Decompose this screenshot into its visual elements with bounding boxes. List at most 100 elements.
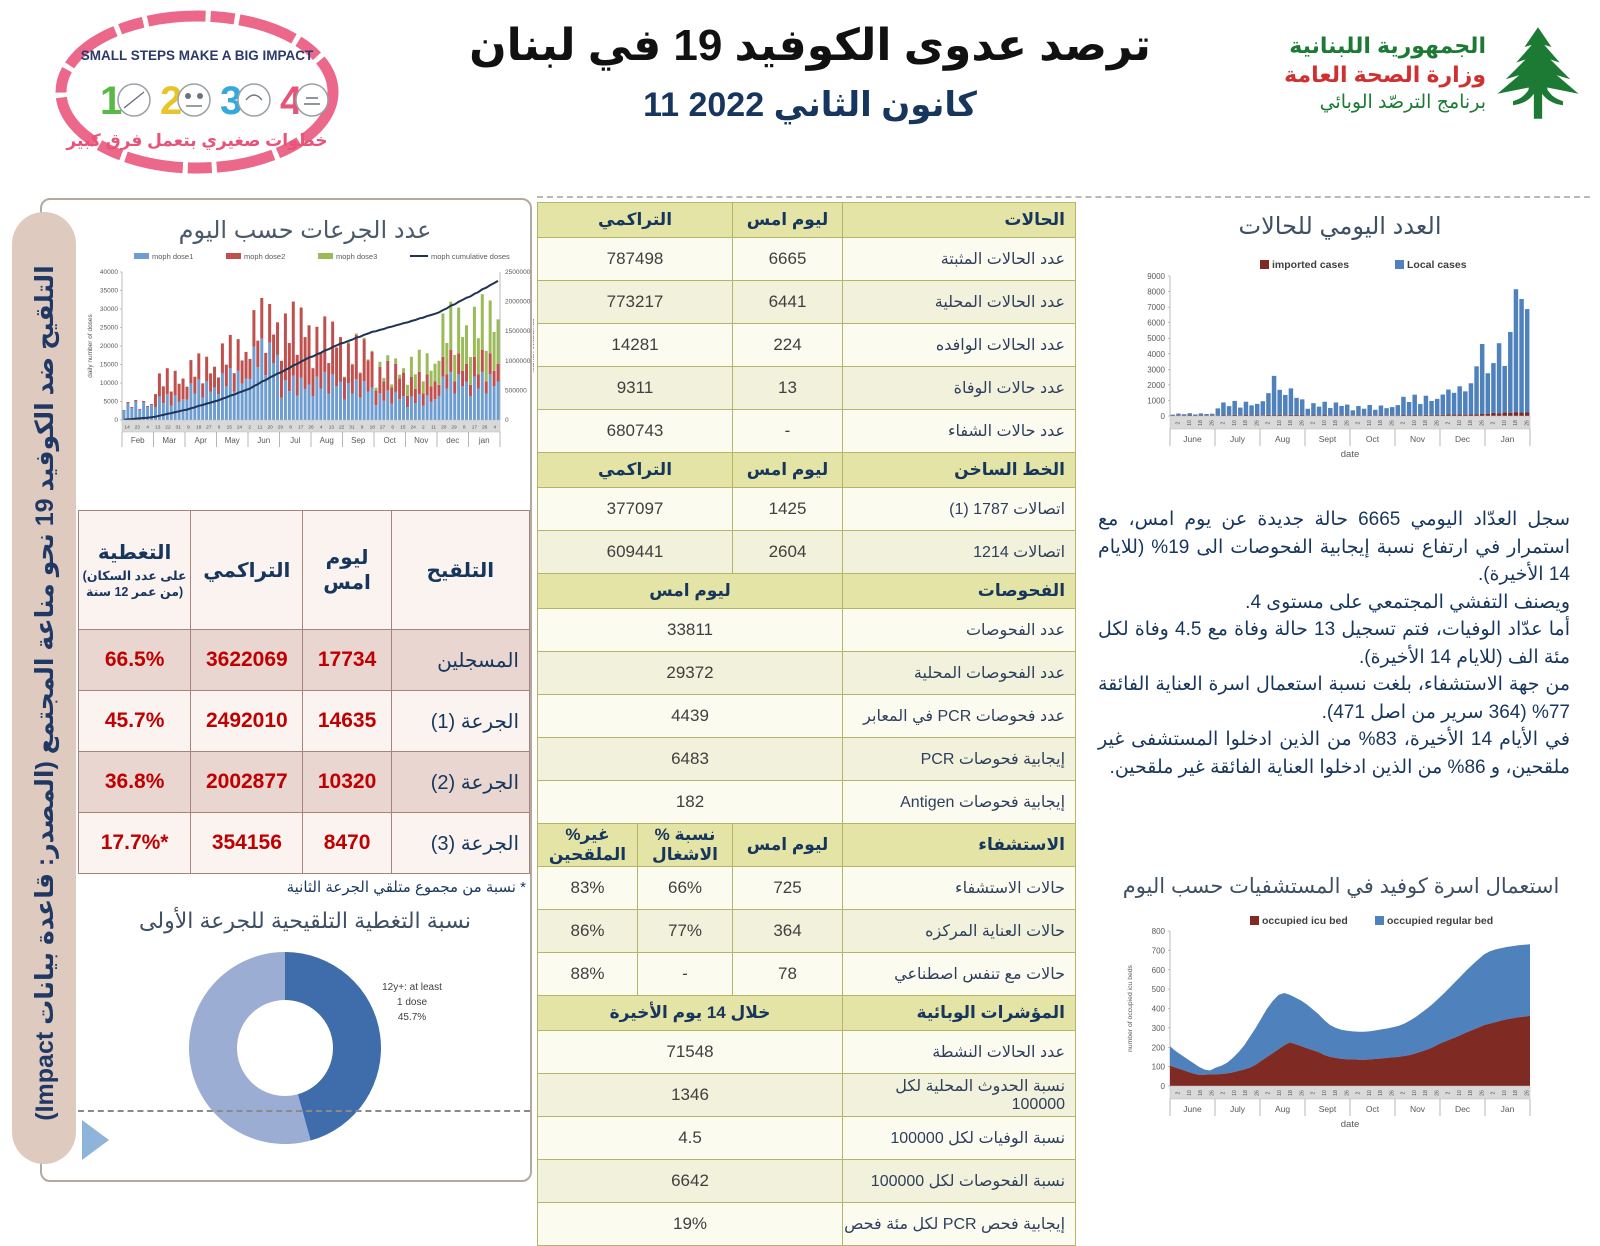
- svg-text:18: 18: [1243, 420, 1249, 426]
- table-row: 19%إيجابية فحص PCR لكل مئة فحص: [538, 1203, 1076, 1246]
- svg-text:18: 18: [1288, 1090, 1294, 1096]
- svg-text:Aug: Aug: [320, 436, 334, 445]
- row-label: إيجابية فحوصات Antigen: [843, 781, 1076, 824]
- header-cell: الاستشفاء: [843, 824, 1076, 867]
- svg-text:18: 18: [1243, 1090, 1249, 1096]
- svg-text:100: 100: [1152, 1063, 1166, 1072]
- value-cell: 78: [733, 953, 843, 996]
- svg-text:18: 18: [1513, 1090, 1519, 1096]
- svg-text:Aug: Aug: [1275, 1104, 1290, 1114]
- svg-text:2: 2: [1311, 1091, 1317, 1094]
- triangle-marker-icon: [82, 1120, 109, 1160]
- svg-text:20: 20: [267, 425, 273, 431]
- svg-text:7000: 7000: [1147, 303, 1165, 312]
- svg-text:July: July: [1230, 434, 1246, 444]
- svg-text:500000: 500000: [505, 387, 527, 394]
- svg-text:10: 10: [1367, 1090, 1373, 1096]
- svg-text:4000: 4000: [1147, 350, 1165, 359]
- svg-text:Jan: Jan: [1501, 434, 1515, 444]
- step-3-icon: [238, 84, 270, 116]
- donut-chart-title: نسبة التغطية التلقيحية للجرعة الأولى: [85, 908, 525, 934]
- header-vaccination: التلقيح: [391, 511, 529, 630]
- value-cell: 9311: [538, 367, 733, 410]
- svg-text:17: 17: [472, 425, 478, 431]
- svg-text:0: 0: [505, 417, 509, 424]
- svg-text:26: 26: [1344, 420, 1350, 426]
- svg-text:Jun: Jun: [257, 436, 270, 445]
- svg-text:26: 26: [1524, 420, 1530, 426]
- header-cell: المؤشرات الوبائية: [843, 996, 1076, 1031]
- covid19-lebanon-daily-report: { "header": { "title": "ترصد عدوى الكوفي…: [0, 0, 1600, 1200]
- svg-text:10: 10: [1232, 1090, 1238, 1096]
- header-cell: ليوم امس: [538, 574, 843, 609]
- svg-text:Dec: Dec: [1455, 1104, 1471, 1114]
- dose-label: الجرعة (2): [391, 752, 529, 813]
- svg-text:2: 2: [1221, 1091, 1227, 1094]
- svg-text:2: 2: [1266, 1091, 1272, 1094]
- svg-text:4: 4: [146, 425, 149, 431]
- svg-text:moph dose1: moph dose1: [152, 252, 193, 261]
- svg-text:11: 11: [257, 425, 262, 431]
- row-label: حالات العناية المركزه: [843, 910, 1076, 953]
- row-label: إيجابية فحص PCR لكل مئة فحص: [843, 1203, 1076, 1246]
- svg-text:700: 700: [1152, 946, 1166, 955]
- svg-text:24: 24: [410, 425, 416, 431]
- value-cell: 83%: [538, 867, 638, 910]
- dashed-divider: [78, 1110, 530, 1112]
- row-label: نسبة الوفيات لكل 100000: [843, 1117, 1076, 1160]
- stamp-bottom-text: خطوات صغيري بتعمل فرق كبير: [65, 131, 327, 151]
- svg-text:26: 26: [1209, 420, 1215, 426]
- svg-text:9000: 9000: [1147, 272, 1165, 281]
- svg-text:Apr: Apr: [195, 436, 208, 445]
- cumulative-value: 2492010: [191, 691, 303, 752]
- svg-text:4: 4: [494, 425, 497, 431]
- row-label: عدد حالات الوفاة: [843, 367, 1076, 410]
- svg-text:23: 23: [135, 425, 141, 431]
- value-cell: 19%: [538, 1203, 843, 1246]
- svg-text:400: 400: [1152, 1005, 1166, 1014]
- svg-text:45.7%: 45.7%: [398, 1012, 426, 1023]
- moph-line-republic: الجمهورية اللبنانية: [1238, 33, 1486, 59]
- svg-text:26: 26: [1389, 420, 1395, 426]
- header-cell: التراكمي: [538, 453, 733, 488]
- svg-text:18: 18: [1378, 1090, 1384, 1096]
- row-label: عدد الحالات الوافده: [843, 324, 1076, 367]
- yesterday-value: 14635: [303, 691, 391, 752]
- svg-text:Dec: Dec: [1455, 434, 1471, 444]
- report-date: 11 كانون الثاني 2022: [430, 85, 1190, 125]
- svg-text:27: 27: [206, 425, 212, 431]
- report-title-block: ترصد عدوى الكوفيد 19 في لبنان 11 كانون ا…: [430, 16, 1190, 125]
- svg-text:2: 2: [1356, 1091, 1362, 1094]
- narrative-line-3: أما عدّاد الوفيات، فتم تسجيل 13 حالة وفا…: [1098, 616, 1570, 671]
- svg-text:May: May: [225, 436, 240, 445]
- svg-text:10: 10: [1412, 1090, 1418, 1096]
- svg-text:8000: 8000: [1147, 288, 1165, 297]
- svg-text:18: 18: [1513, 420, 1519, 426]
- header-cell: الفحوصات: [843, 574, 1076, 609]
- header-cell: الخط الساخن: [843, 453, 1076, 488]
- row-label: عدد الفحوصات المحلية: [843, 652, 1076, 695]
- svg-text:26: 26: [1434, 1090, 1440, 1096]
- stamp-step-3: 3: [220, 79, 270, 123]
- svg-text:number of occupied icu beds: number of occupied icu beds: [1127, 964, 1134, 1052]
- stamp-step-2: 2: [160, 79, 210, 123]
- svg-text:13: 13: [329, 425, 335, 431]
- moph-line-program: برنامج الترصّد الوبائي: [1238, 91, 1486, 114]
- svg-text:2: 2: [248, 425, 251, 431]
- svg-text:26: 26: [482, 425, 488, 431]
- svg-text:10: 10: [1457, 420, 1463, 426]
- svg-text:18: 18: [1423, 1090, 1429, 1096]
- svg-text:6: 6: [218, 425, 221, 431]
- svg-text:15: 15: [227, 425, 233, 431]
- svg-text:date: date: [1341, 449, 1360, 460]
- stamp-step-1: 1: [100, 79, 150, 123]
- moph-line-ministry: وزارة الصحة العامة: [1238, 62, 1486, 88]
